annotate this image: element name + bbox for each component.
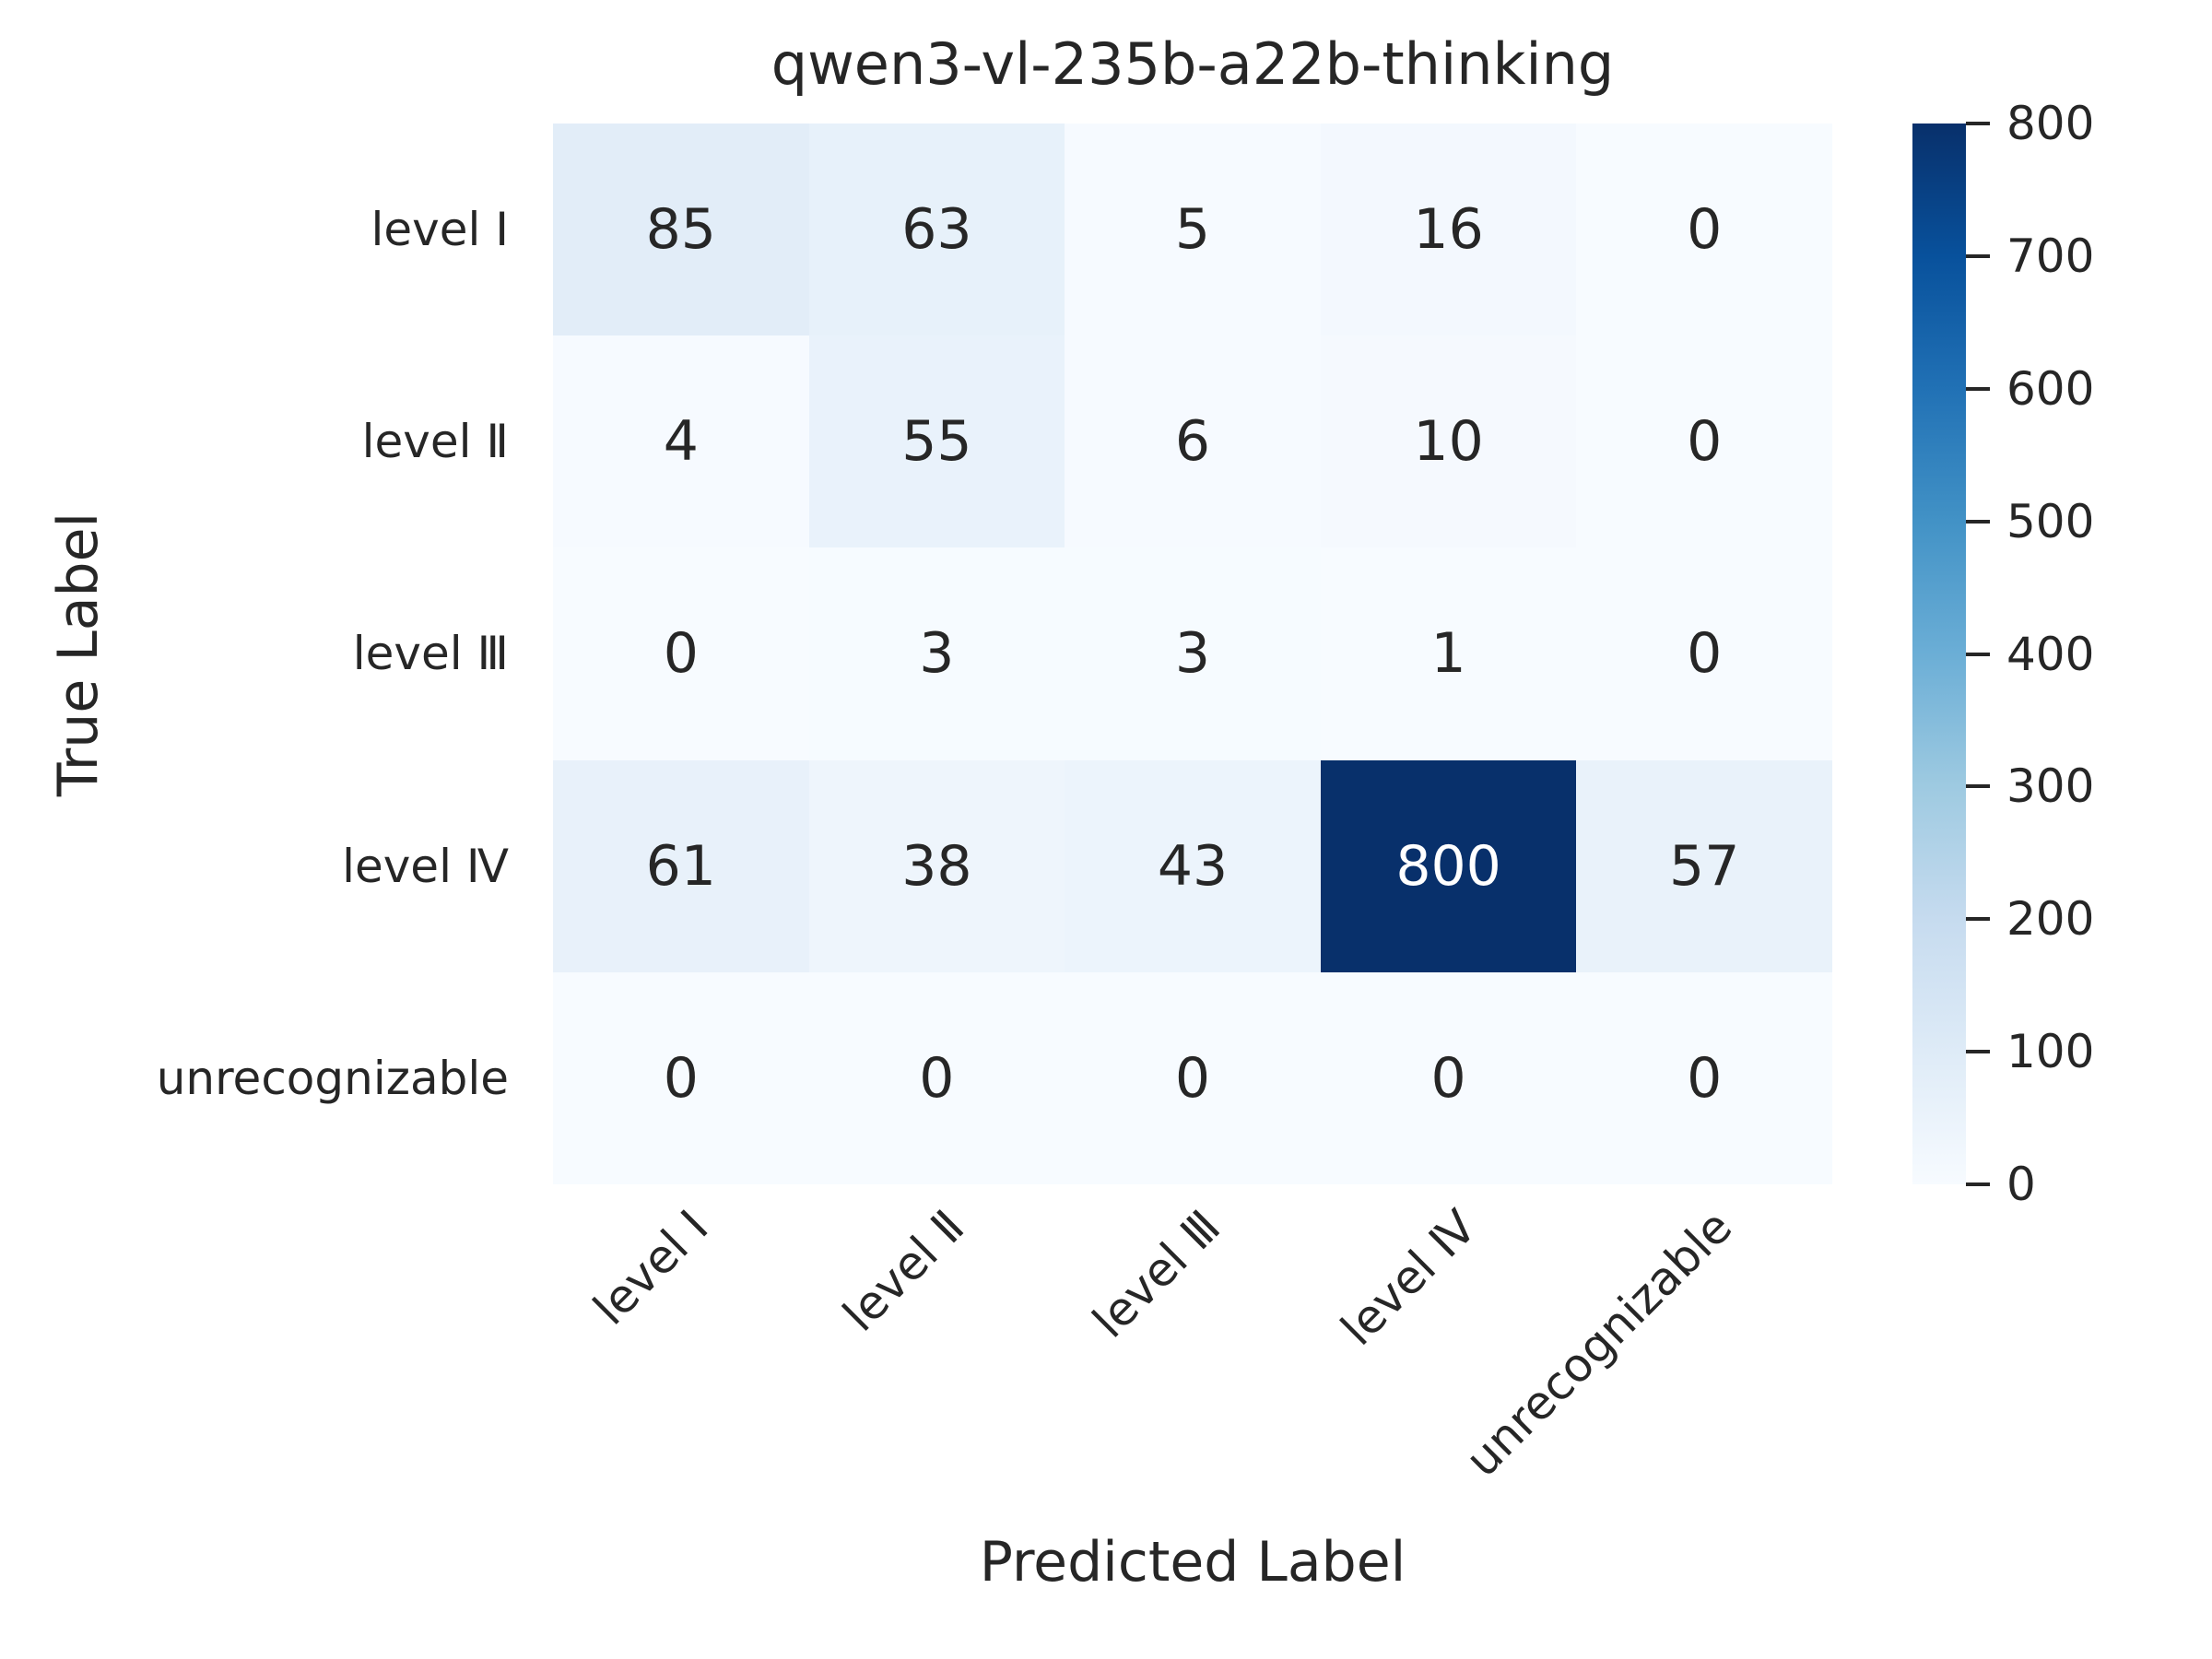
colorbar-tick-label: 800	[2006, 97, 2095, 150]
heatmap-cell: 61	[553, 759, 809, 972]
colorbar-tick-label: 0	[2006, 1158, 2036, 1211]
y-tick-label: level Ⅳ	[342, 839, 509, 893]
colorbar-tick-mark	[1966, 519, 1990, 524]
colorbar-tick-label: 300	[2006, 759, 2095, 814]
y-tick-label: unrecognizable	[156, 1051, 509, 1105]
colorbar-tick-label: 100	[2006, 1025, 2095, 1079]
heatmap-cell: 4	[553, 335, 809, 548]
colorbar-tick-mark	[1966, 652, 1990, 656]
colorbar-tick-mark	[1966, 253, 1990, 258]
colorbar-tick-label: 200	[2006, 892, 2095, 947]
colorbar-tick-mark	[1966, 917, 1990, 922]
colorbar-tick-label: 400	[2006, 627, 2095, 681]
heatmap-cell: 800	[1320, 759, 1577, 972]
heatmap-cell: 3	[1065, 547, 1321, 760]
x-tick-label: level Ⅱ	[832, 1200, 975, 1342]
colorbar-tick-mark	[1966, 784, 1990, 789]
x-tick-label: level Ⅰ	[583, 1200, 719, 1335]
chart-title: qwen3-vl-235b-a22b-thinking	[771, 30, 1615, 98]
y-tick-label: level Ⅲ	[352, 627, 509, 681]
heatmap-cell: 57	[1576, 759, 1832, 972]
colorbar-tick-mark	[1966, 386, 1990, 391]
heatmap-cell: 0	[808, 971, 1065, 1184]
y-tick-label: level Ⅱ	[361, 415, 509, 469]
heatmap-cell: 55	[808, 335, 1065, 548]
colorbar-gradient	[1912, 124, 1966, 1184]
x-tick-label: level Ⅳ	[1330, 1200, 1487, 1356]
heatmap-cell: 38	[808, 759, 1065, 972]
heatmap-cell: 63	[808, 124, 1065, 336]
heatmap-cell: 10	[1320, 335, 1577, 548]
y-tick-label: level Ⅰ	[371, 203, 509, 257]
colorbar-tick-mark	[1966, 122, 1990, 125]
heatmap-grid: 85 63 5 16 0 4 55 6 10 0 0 3 3 1 0 61 38 43 800 57 0 0 0 0 0	[553, 124, 1832, 1184]
heatmap-cell: 0	[1065, 971, 1321, 1184]
heatmap-cell: 85	[553, 124, 809, 336]
colorbar-tick-label: 500	[2006, 494, 2095, 548]
heatmap-cell: 43	[1065, 759, 1321, 972]
colorbar-tick-mark	[1966, 1050, 1990, 1054]
heatmap-cell: 5	[1065, 124, 1321, 336]
colorbar-tick-label: 600	[2006, 361, 2095, 416]
heatmap-cell: 0	[1576, 335, 1832, 548]
heatmap-cell: 0	[1576, 547, 1832, 760]
heatmap-cell: 0	[553, 971, 809, 1184]
heatmap-cell: 0	[1320, 971, 1577, 1184]
x-axis-label: Predicted Label	[979, 1530, 1406, 1594]
heatmap-cell: 0	[553, 547, 809, 760]
heatmap-cell: 1	[1320, 547, 1577, 760]
heatmap-cell: 3	[808, 547, 1065, 760]
x-tick-label: level Ⅲ	[1082, 1200, 1231, 1348]
colorbar-tick-mark	[1966, 1182, 1990, 1186]
x-tick-label: unrecognizable	[1454, 1200, 1743, 1488]
colorbar-tick-label: 700	[2006, 229, 2095, 283]
heatmap-cell: 0	[1576, 971, 1832, 1184]
heatmap-cell: 6	[1065, 335, 1321, 548]
heatmap-cell: 16	[1320, 124, 1577, 336]
heatmap-cell: 0	[1576, 124, 1832, 336]
